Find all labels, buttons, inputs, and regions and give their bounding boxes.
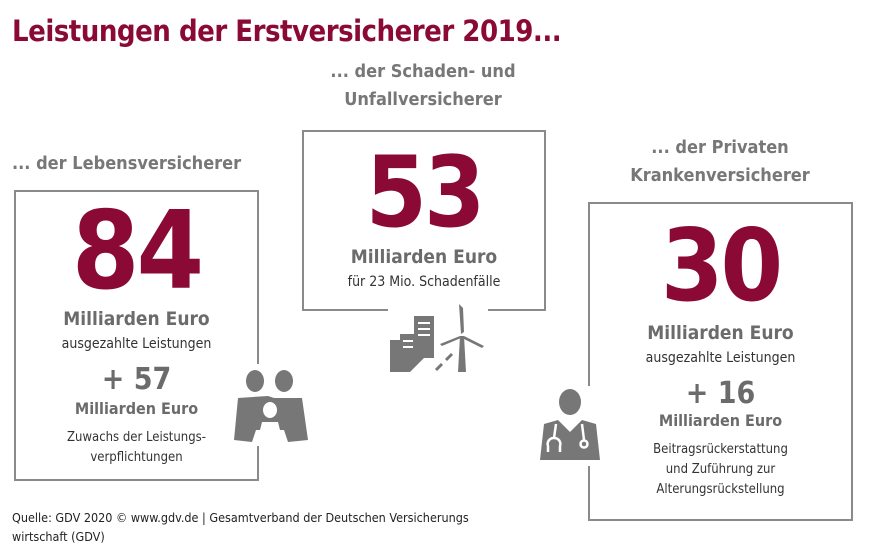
schaden-heading-line1: ... der Schaden- und — [330, 61, 516, 82]
schaden-unit: Milliarden Euro — [350, 246, 498, 268]
leben-plus-unit: Milliarden Euro — [74, 399, 199, 418]
kranken-plus-desc-line3: Alterungsrückstellung — [656, 482, 785, 497]
kranken-plus-desc: Beitragsrückerstattung und Zuführung zur… — [590, 440, 851, 500]
leben-plus-desc: Zuwachs der Leistungs- verpflichtungen — [16, 428, 257, 468]
leben-plus: + 57 — [101, 362, 172, 397]
leben-plus-desc-line2: verpflichtungen — [90, 450, 183, 465]
leben-plus-desc-line1: Zuwachs der Leistungs- — [67, 430, 206, 445]
kranken-plus-desc-line1: Beitragsrückerstattung — [653, 442, 788, 457]
city-windmill-icon — [388, 298, 488, 374]
leben-value: 84 — [71, 189, 204, 314]
kranken-plus-desc-line2: und Zuführung zur — [665, 462, 776, 477]
kranken-value: 30 — [660, 207, 783, 324]
kranken-plus: + 16 — [685, 376, 756, 411]
leben-desc: ausgezahlte Leistungen — [61, 336, 212, 352]
leben-box: 84 Milliarden Euro ausgezahlte Leistunge… — [14, 190, 259, 481]
footer-line1: Quelle: GDV 2020 © www.gdv.de | Gesamtve… — [12, 510, 469, 525]
leben-unit: Milliarden Euro — [63, 308, 210, 330]
leben-heading: ... der Lebensversicherer — [12, 153, 242, 174]
schaden-value: 53 — [365, 136, 486, 250]
footer-line2: wirtschaft (GDV) — [12, 529, 105, 544]
kranken-heading-line1: ... der Privaten — [651, 137, 789, 158]
source-footer: Quelle: GDV 2020 © www.gdv.de | Gesamtve… — [12, 508, 469, 546]
kranken-plus-unit: Milliarden Euro — [658, 411, 783, 430]
family-icon — [234, 364, 308, 446]
kranken-box: 30 Milliarden Euro ausgezahlte Leistunge… — [588, 202, 853, 521]
kranken-unit: Milliarden Euro — [647, 322, 794, 344]
page-title: Leistungen der Erstversicherer 2019... — [12, 14, 562, 48]
schaden-heading: ... der Schaden- und Unfallversicherer — [300, 58, 546, 114]
doctor-icon — [538, 386, 602, 466]
schaden-desc: für 23 Mio. Schadenfälle — [347, 274, 501, 290]
kranken-heading: ... der Privaten Krankenversicherer — [588, 134, 852, 190]
kranken-desc: ausgezahlte Leistungen — [645, 350, 796, 366]
kranken-heading-line2: Krankenversicherer — [630, 165, 810, 186]
schaden-heading-line2: Unfallversicherer — [344, 89, 502, 110]
schaden-box: 53 Milliarden Euro für 23 Mio. Schadenfä… — [302, 130, 546, 311]
